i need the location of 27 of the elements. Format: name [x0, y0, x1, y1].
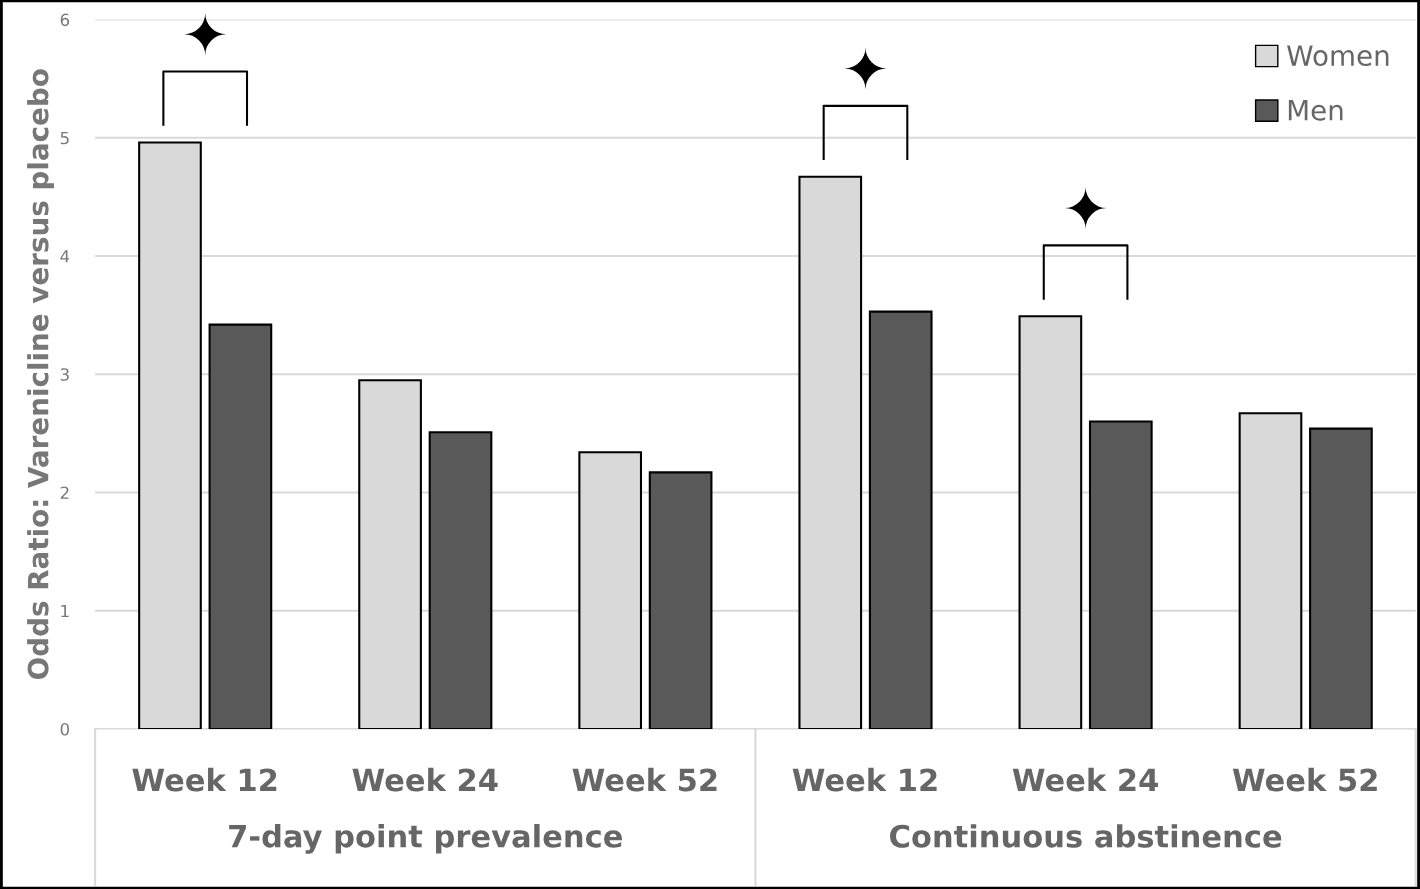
y-tick-label: 1 [61, 604, 69, 618]
bar [208, 323, 273, 729]
text: 7-day point prevalence [229, 824, 622, 854]
bar [648, 471, 713, 729]
annotation: ✦ [844, 47, 887, 90]
x-tick-label: Week 52 [572, 767, 717, 792]
text: Continuous abstinence [890, 824, 1282, 848]
y-tick-label: 5 [60, 131, 69, 145]
y-tick-label: 3 [60, 368, 69, 381]
y-tick-label: 4 [60, 250, 70, 263]
y-tick-label: 0 [60, 722, 70, 736]
x-tick-label: Week 24 [1012, 767, 1158, 792]
annotation: ✦ [184, 13, 227, 56]
x-tick-label: Week 12 [132, 767, 277, 792]
legend-label: Women [1287, 45, 1389, 67]
bar [1088, 420, 1153, 729]
annotation: ✦ [1064, 186, 1107, 230]
bar [868, 310, 933, 729]
x-tick-label: Week 12 [792, 767, 937, 792]
y-axis-title: Odds Ratio: Varenicline versus placebo [27, 69, 54, 680]
x-tick-label: Week 52 [1232, 767, 1377, 792]
legend-label: Men [1288, 100, 1343, 121]
x-tick-label: Week 24 [352, 767, 498, 792]
y-tick-label: 6 [60, 13, 70, 27]
bar [428, 431, 493, 729]
y-tick-label: 2 [60, 486, 69, 499]
bar [1309, 427, 1373, 729]
